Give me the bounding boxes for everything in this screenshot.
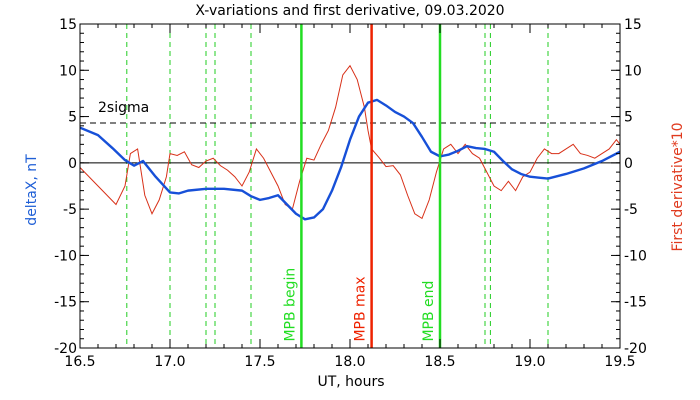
sigma-label: 2sigma (98, 100, 149, 116)
x-tick-label: 16.5 (64, 354, 95, 370)
x-tick-label: 19.5 (604, 354, 635, 370)
y-tick-label-right: -15 (624, 295, 647, 311)
x-axis-label: UT, hours (317, 374, 384, 390)
y-tick-label-right: -20 (624, 341, 647, 357)
right-axis-label: First derivative*10 (670, 122, 686, 251)
y-tick-label-left: 15 (59, 17, 77, 33)
series-line-deltax (79, 98, 621, 221)
y-tick-label-left: 5 (68, 110, 77, 126)
y-tick-label-left: 10 (59, 63, 77, 79)
chart-title: X-variations and first derivative, 09.03… (195, 3, 504, 19)
y-tick-label-left: -10 (54, 248, 77, 264)
y-tick-label-right: 5 (624, 110, 633, 126)
x-tick-label: 19.0 (514, 354, 545, 370)
y-tick-label-right: 15 (624, 17, 642, 33)
x-tick-label: 18.0 (334, 354, 365, 370)
mpb-begin-label: MPB begin (282, 268, 298, 342)
y-tick-label-right: -10 (624, 248, 647, 264)
x-tick-label: 17.5 (244, 354, 275, 370)
series-line-derivative (79, 64, 621, 220)
y-tick-label-left: -20 (54, 341, 77, 357)
left-axis-label: deltaX, nT (24, 154, 40, 226)
y-tick-label-left: -5 (63, 202, 77, 218)
y-tick-label-right: 0 (624, 156, 633, 172)
plot-area: 2sigma MPB begin MPB max MPB end 16.5 17.0 17.… (54, 17, 647, 370)
mpb-max-label: MPB max (353, 276, 369, 341)
plot-frame (79, 23, 621, 349)
x-tick-label: 17.0 (154, 354, 185, 370)
mpb-end-label: MPB end (421, 281, 437, 342)
y-tick-label-right: -5 (624, 202, 638, 218)
y-tick-label-right: 10 (624, 63, 642, 79)
y-tick-label-left: -15 (54, 295, 77, 311)
y-tick-label-left: 0 (68, 156, 77, 172)
x-tick-label: 18.5 (424, 354, 455, 370)
